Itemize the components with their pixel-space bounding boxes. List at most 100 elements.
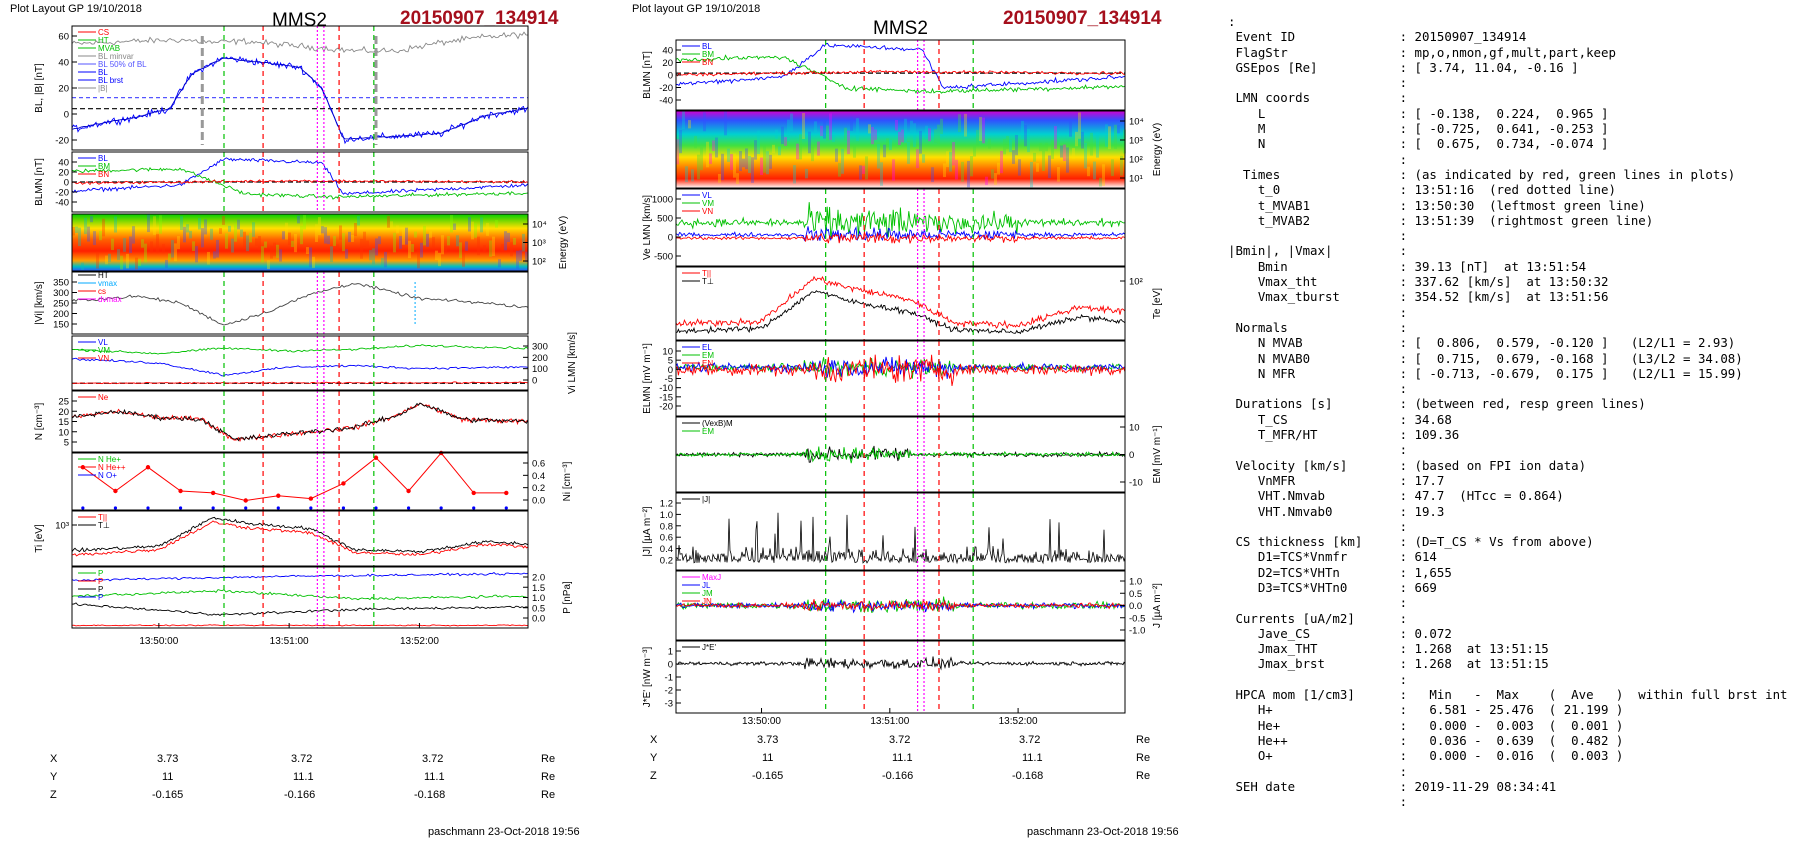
spectrogram-streak [976,129,979,147]
panel-electron-energy [675,110,1126,189]
spectrogram-streak [453,223,456,230]
spectrogram-streak [733,153,736,178]
legend-entry: |J| [702,495,710,504]
legend-entry: N He++ [98,463,126,472]
y-tick-label: 0.4 [532,471,545,482]
legend-entry: P [98,577,103,586]
coord-value: 11.1 [293,771,314,783]
jn-line [675,598,1126,612]
spectrogram-streak [721,153,724,181]
spectrogram-streak [480,217,483,233]
legend-entry: Ne [98,393,109,402]
spectrogram-streak [213,251,216,259]
info-line: : [1228,518,1408,534]
spectrogram-streak [784,137,787,146]
spectrogram-streak [504,231,507,251]
spectrogram-streak [399,235,402,249]
spectrogram-streak [387,215,390,228]
ve-l-line [675,202,1125,240]
info-line: FlagStr : mp,o,nmon,gf,mult,part,keep [1228,44,1616,60]
spectrogram-streak [192,241,195,251]
je-prime-line [675,656,1126,671]
y-axis-label: |J| [µA m⁻²] [642,506,653,556]
he-plus-plus-point [178,488,183,494]
o-plus-point [341,506,346,510]
spectrogram-streak [396,225,399,234]
spectrogram-streak [997,162,1000,175]
x-tick-label: 13:50:00 [139,636,178,647]
o-plus-point [211,506,215,510]
spectrogram-streak [871,126,874,145]
spectrogram-streak [75,226,78,233]
y-tick-label: 250 [53,299,69,310]
p-total-line [71,572,529,582]
spectrogram-streak [72,226,75,236]
x-tick-label: 13:51:00 [870,716,909,727]
y-axis-label: |Vi| [km/s] [34,281,45,325]
coord-label-y: Y [50,771,58,783]
spectrogram-streak [793,165,796,184]
spectrogram-streak [970,156,973,177]
spectrogram-streak [279,249,282,262]
spectrogram-streak [832,132,835,142]
y-tick-label: 0.6 [660,533,673,544]
he-plus-plus-point [471,490,476,496]
p-e-line [71,624,529,627]
coord-value: 3.73 [157,753,179,765]
info-line: D3=TCS*VHTn0 : 669 [1228,579,1437,595]
spectrogram-streak [249,232,252,243]
y-tick-label: 1.0 [660,510,673,521]
info-line: : [1228,794,1408,810]
spectrogram-streak [994,173,997,185]
spectrogram-streak [198,218,201,230]
y-axis-label: Te [eV] [1152,288,1163,319]
y-tick-label: 0.5 [532,603,545,614]
info-line: D2=TCS*VHTn : 1,655 [1228,564,1452,580]
spectrogram-streak [195,246,198,263]
spectrogram-streak [862,165,865,174]
y-tick-label: 300 [532,342,548,353]
spectrogram-streak [901,129,904,143]
spectrogram-streak [829,113,832,140]
legend-entry: JM [702,589,713,598]
info-line: Durations [s] : (between red, resp green… [1228,396,1646,412]
spectrogram-streak [405,227,408,245]
y-tick-label: 1.0 [1129,577,1142,588]
coord-value: 11.1 [1022,752,1043,764]
spectrogram-streak [228,225,231,232]
y-tick-label: 10 [58,427,69,438]
spectrogram-streak [417,249,420,269]
he-plus-plus-point [504,490,509,496]
spectrogram-streak [159,215,162,234]
y-tick-label: 0 [64,110,69,121]
coord-value: -0.165 [752,770,784,782]
spectrogram-streak [351,234,354,243]
o-plus-point [146,506,150,510]
y-tick-label: 0.2 [532,483,545,494]
coord-value: -0.168 [414,789,446,801]
spectrogram-streak [306,247,309,255]
spectrogram-streak [432,237,435,249]
y-tick-label: 150 [53,320,69,331]
info-line: N MVAB : [ 0.806, 0.579, -0.120 ] (L2/L1… [1228,335,1736,351]
spectrogram-streak [1003,138,1006,155]
spectrogram-streak [988,138,991,149]
spectrogram-streak [471,221,474,240]
spectrogram-streak [1051,140,1054,159]
spectrogram-streak [165,259,168,268]
info-line: Jmax_THT : 1.268 at 13:51:15 [1228,641,1549,657]
spectrogram-streak [183,226,186,243]
legend-entry: dvmax [98,295,122,304]
spectrogram-streak [1096,132,1099,158]
y-tick-label: 0.0 [532,614,545,625]
spectrogram-streak [102,218,105,237]
spectrogram-streak [342,233,345,252]
y-tick-label: 25 [58,397,69,408]
spectrogram-streak [748,155,751,173]
spectrogram-streak [946,151,949,168]
y-tick-label: 0 [668,233,673,244]
legend-entry: T⊥ [702,277,714,286]
panel-vi-lmn [71,335,529,391]
spectrogram-streak [132,226,135,244]
coord-value: -0.168 [1012,770,1044,782]
